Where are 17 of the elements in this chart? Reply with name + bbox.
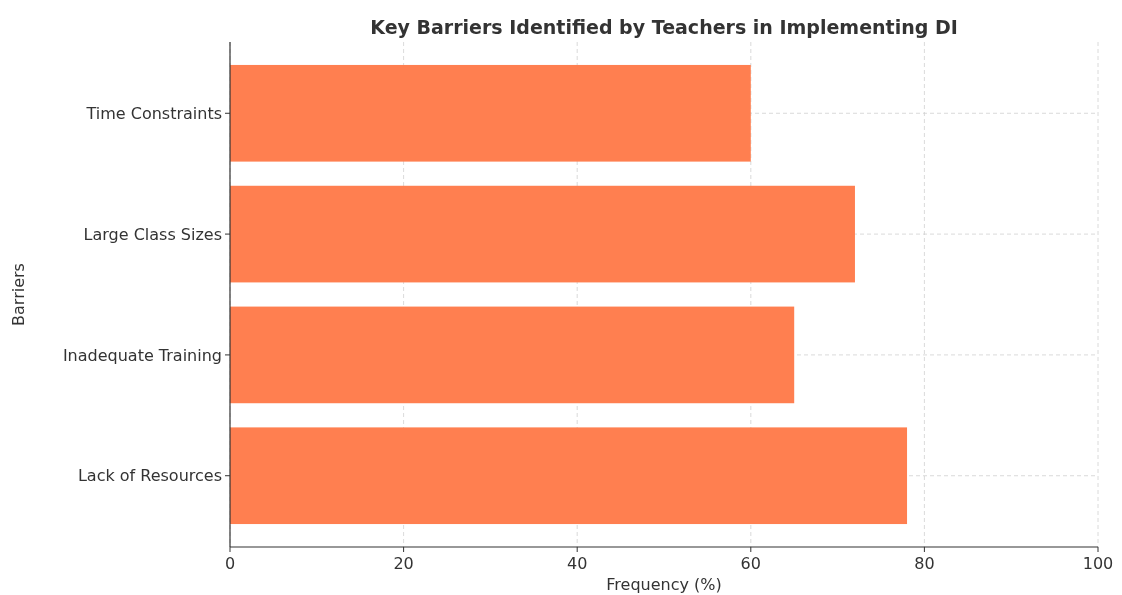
x-tick-label: 80 <box>914 554 935 573</box>
bar <box>230 427 908 525</box>
x-tick-label: 20 <box>393 554 414 573</box>
bar <box>230 185 855 283</box>
x-axis-title: Frequency (%) <box>606 575 722 594</box>
x-tick-label: 60 <box>740 554 761 573</box>
bar <box>230 306 795 404</box>
x-tick-label: 100 <box>1082 554 1114 573</box>
y-tick-label: Inadequate Training <box>62 345 222 365</box>
y-tick-label: Time Constraints <box>85 103 222 123</box>
x-tick-label: 0 <box>224 554 236 573</box>
bar <box>230 64 751 162</box>
y-tick-label: Large Class Sizes <box>83 224 222 244</box>
chart-title: Key Barriers Identified by Teachers in Implementing DI <box>370 16 958 38</box>
y-axis-title: Barriers <box>9 263 28 326</box>
x-tick-label: 40 <box>567 554 588 573</box>
y-tick-label: Lack of Resources <box>77 466 222 486</box>
